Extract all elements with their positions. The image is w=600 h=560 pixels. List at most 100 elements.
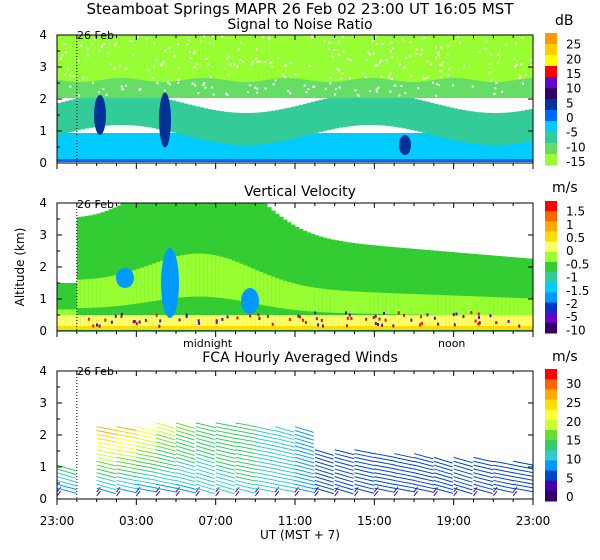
wind-barb	[413, 456, 434, 464]
vv-speckle	[297, 314, 300, 318]
vv-speckle	[271, 322, 274, 326]
vv-cell	[509, 257, 514, 331]
vv-cell	[112, 315, 117, 327]
vv-cell	[449, 315, 455, 327]
colorbar-label: 20	[566, 52, 581, 66]
snr-cell	[255, 158, 260, 162]
snr-gap	[341, 72, 344, 75]
vv-date-marker: 26 Feb	[77, 198, 114, 211]
snr-cell	[473, 111, 478, 144]
snr-cell	[437, 133, 443, 159]
wind-barb	[394, 460, 415, 466]
snr-gap	[194, 84, 197, 87]
snr-gap	[337, 40, 340, 43]
wind-barb	[175, 487, 196, 494]
snr-cell	[433, 103, 439, 136]
wind-barb	[215, 422, 237, 428]
wind-barb	[473, 472, 494, 479]
wind-barb	[195, 479, 215, 487]
snr-cell	[160, 158, 165, 162]
wind-barb	[255, 472, 277, 478]
vv-cell	[227, 315, 232, 327]
wind-barb	[275, 456, 296, 463]
vv-cell	[179, 255, 185, 298]
vv-cell	[382, 246, 387, 331]
y-tick-label: 3	[39, 60, 47, 74]
vv-cell	[76, 279, 82, 309]
snr-gap	[308, 65, 311, 68]
snr-cell	[374, 133, 379, 159]
snr-gap	[334, 88, 337, 91]
snr-cell	[287, 35, 292, 79]
vv-cell	[72, 283, 78, 331]
snr-cell	[485, 112, 490, 145]
snr-cell	[259, 35, 264, 81]
vv-cell	[477, 326, 482, 330]
vv-cell	[354, 326, 359, 330]
snr-gap	[440, 46, 443, 49]
vv-speckle	[426, 313, 429, 317]
snr-gap	[294, 73, 297, 76]
colorbar-swatch	[545, 143, 557, 155]
colorbar-swatch	[545, 302, 557, 314]
vv-cell	[203, 315, 209, 327]
wind-barb	[275, 453, 296, 459]
wind-barb	[314, 460, 334, 468]
snr-gap	[354, 89, 357, 92]
snr-gap	[269, 61, 272, 64]
figure-title: Steamboat Springs MAPR 26 Feb 02 23:00 U…	[87, 0, 515, 18]
snr-gap	[236, 65, 239, 68]
vv-cell	[120, 326, 125, 330]
wind-barb	[235, 464, 256, 470]
vv-feature	[241, 288, 259, 314]
snr-gap	[390, 78, 393, 81]
vv-cell	[461, 295, 466, 316]
snr-gap	[98, 91, 101, 94]
snr-cell	[394, 133, 399, 159]
wind-barb	[96, 449, 117, 455]
snr-cell	[505, 112, 510, 145]
snr-cell	[267, 35, 272, 80]
wind-barb	[275, 437, 295, 444]
vv-cell	[88, 278, 94, 308]
vv-speckle	[381, 323, 384, 327]
vv-speckle	[397, 311, 400, 315]
vv-cell	[330, 315, 336, 327]
snr-cell	[306, 102, 312, 135]
snr-cell	[120, 93, 125, 126]
snr-cell	[374, 158, 379, 162]
snr-cell	[199, 35, 205, 79]
wind-barb	[255, 445, 276, 451]
snr-gap	[484, 47, 487, 50]
wind-barb	[215, 437, 236, 444]
wind-barb	[136, 479, 158, 485]
snr-gap	[267, 36, 270, 39]
snr-cell	[449, 133, 455, 159]
wind-barb	[96, 460, 117, 467]
wind-barb	[116, 464, 138, 470]
vv-cell	[429, 315, 435, 327]
snr-gap	[233, 63, 236, 66]
vv-cell	[362, 244, 367, 331]
vv-cell	[429, 326, 435, 330]
snr-cell	[457, 109, 462, 142]
vv-speckle	[470, 311, 473, 315]
snr-cell	[517, 133, 522, 159]
snr-gap	[442, 61, 445, 64]
vv-cell	[207, 203, 213, 331]
vv-speckle	[221, 317, 224, 321]
wind-barb	[354, 472, 375, 478]
wind-barb	[155, 486, 161, 493]
snr-gap	[153, 42, 156, 45]
vv-cell	[203, 203, 209, 331]
vv-cell	[517, 257, 522, 331]
vv-cell	[390, 326, 395, 330]
wind-barb	[413, 476, 435, 482]
snr-cell	[179, 102, 185, 135]
vv-speckle	[489, 314, 492, 318]
snr-cell	[108, 35, 113, 79]
vv-cell	[342, 315, 347, 327]
colorbar-label: -5	[566, 310, 578, 324]
snr-cell	[298, 35, 304, 79]
